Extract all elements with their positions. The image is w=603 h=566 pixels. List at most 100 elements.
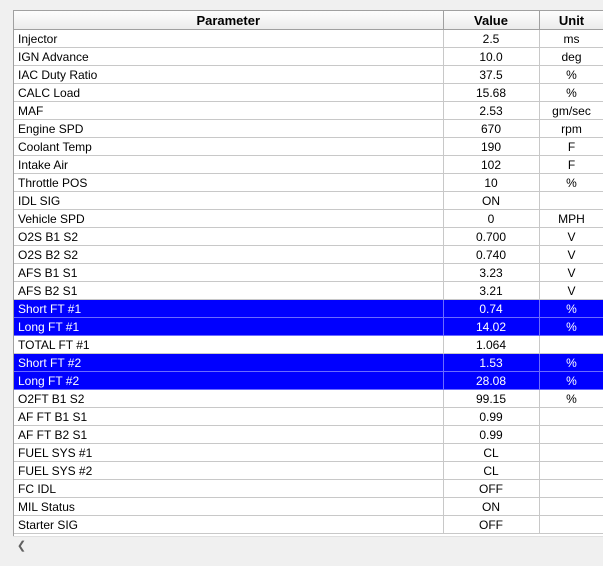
cell-unit	[539, 191, 603, 210]
cell-parameter: CALC Load	[14, 83, 444, 102]
table-row[interactable]: Short FT #1 0.74%	[14, 299, 603, 318]
cell-value: 99.15	[443, 389, 540, 408]
cell-parameter: FC IDL	[14, 479, 444, 498]
cell-value: 0.99	[443, 407, 540, 426]
cell-value: 28.08	[443, 371, 540, 390]
cell-parameter: Engine SPD	[14, 119, 444, 138]
cell-value: 0.99	[443, 425, 540, 444]
cell-parameter: Injector	[14, 29, 444, 48]
parameter-grid[interactable]: Parameter Value Unit Injector 2.5 ms IGN Ad…	[13, 10, 603, 537]
table-row[interactable]: Throttle POS 10%	[14, 173, 603, 192]
cell-parameter: MAF	[14, 101, 444, 120]
cell-value: ON	[443, 497, 540, 516]
cell-value: 102	[443, 155, 540, 174]
cell-unit: %	[539, 173, 603, 192]
cell-parameter: IAC Duty Ratio	[14, 65, 444, 84]
table-row[interactable]: AFS B2 S1 3.21 V	[14, 281, 603, 300]
cell-value: CL	[443, 461, 540, 480]
cell-unit	[539, 407, 603, 426]
table-row[interactable]: Coolant Temp 190 F	[14, 137, 603, 156]
cell-unit: %	[539, 389, 603, 408]
cell-value: 15.68	[443, 83, 540, 102]
table-row[interactable]: Injector 2.5 ms	[14, 29, 603, 48]
cell-unit	[539, 443, 603, 462]
cell-parameter: AF FT B1 S1	[14, 407, 444, 426]
cell-parameter: TOTAL FT #1	[14, 335, 444, 354]
cell-parameter: IGN Advance	[14, 47, 444, 66]
cell-unit: %	[539, 371, 603, 390]
cell-unit: V	[539, 227, 603, 246]
chevron-left-icon[interactable]: ❮	[16, 540, 27, 552]
column-header-value[interactable]: Value	[443, 11, 540, 30]
cell-parameter: Long FT #1	[14, 317, 444, 336]
cell-unit: %	[539, 317, 603, 336]
table-row[interactable]: MIL Status ON	[14, 497, 603, 516]
table-row[interactable]: AF FT B2 S1 0.99	[14, 425, 603, 444]
cell-parameter: FUEL SYS #1	[14, 443, 444, 462]
window-bottom	[0, 553, 603, 566]
cell-value: 2.5	[443, 29, 540, 48]
cell-unit: %	[539, 299, 603, 318]
cell-unit	[539, 479, 603, 498]
cell-parameter: Starter SIG	[14, 515, 444, 534]
table-row[interactable]: Long FT #1 14.02%	[14, 317, 603, 336]
cell-unit: %	[539, 83, 603, 102]
table-row[interactable]: O2S B1 S2 0.700 V	[14, 227, 603, 246]
cell-parameter: IDL SIG	[14, 191, 444, 210]
cell-parameter: AF FT B2 S1	[14, 425, 444, 444]
table-row[interactable]: IGN Advance 10.0 deg	[14, 47, 603, 66]
cell-value: CL	[443, 443, 540, 462]
table-row[interactable]: Intake Air 102 F	[14, 155, 603, 174]
cell-value: 1.53	[443, 353, 540, 372]
cell-parameter: O2S B2 S2	[14, 245, 444, 264]
cell-value: 10	[443, 173, 540, 192]
parameter-table: Parameter Value Unit Injector 2.5 ms IGN Ad…	[14, 11, 603, 534]
table-row[interactable]: FUEL SYS #1 CL	[14, 443, 603, 462]
table-row[interactable]: IAC Duty Ratio 37.5%	[14, 65, 603, 84]
cell-value: ON	[443, 191, 540, 210]
cell-value: 0	[443, 209, 540, 228]
cell-unit: %	[539, 65, 603, 84]
cell-unit: V	[539, 281, 603, 300]
table-row[interactable]: Long FT #2 28.08%	[14, 371, 603, 390]
cell-value: 0.740	[443, 245, 540, 264]
table-row[interactable]: Engine SPD 670 rpm	[14, 119, 603, 138]
table-row[interactable]: O2S B2 S2 0.740 V	[14, 245, 603, 264]
cell-value: 2.53	[443, 101, 540, 120]
table-row[interactable]: IDL SIG ON	[14, 191, 603, 210]
table-row[interactable]: TOTAL FT #1 1.064	[14, 335, 603, 354]
cell-unit: ms	[539, 29, 603, 48]
cell-unit: gm/sec	[539, 101, 603, 120]
table-row[interactable]: O2FT B1 S2 99.15%	[14, 389, 603, 408]
table-row[interactable]: FUEL SYS #2 CL	[14, 461, 603, 480]
cell-parameter: Short FT #1	[14, 299, 444, 318]
cell-unit	[539, 425, 603, 444]
cell-value: 190	[443, 137, 540, 156]
table-row[interactable]: MAF 2.53 gm/sec	[14, 101, 603, 120]
cell-value: 14.02	[443, 317, 540, 336]
table-row[interactable]: CALC Load 15.68%	[14, 83, 603, 102]
table-row[interactable]: FC IDL OFF	[14, 479, 603, 498]
column-header-parameter[interactable]: Parameter	[14, 11, 444, 30]
cell-value: 3.21	[443, 281, 540, 300]
cell-parameter: Vehicle SPD	[14, 209, 444, 228]
table-row[interactable]: Starter SIG OFF	[14, 515, 603, 534]
table-row[interactable]: AFS B1 S1 3.23 V	[14, 263, 603, 282]
cell-parameter: Long FT #2	[14, 371, 444, 390]
column-header-unit[interactable]: Unit	[539, 11, 603, 30]
cell-unit: MPH	[539, 209, 603, 228]
cell-unit	[539, 515, 603, 534]
cell-value: 10.0	[443, 47, 540, 66]
table-row[interactable]: Short FT #2 1.53%	[14, 353, 603, 372]
cell-unit	[539, 335, 603, 354]
cell-value: 0.700	[443, 227, 540, 246]
cell-parameter: Throttle POS	[14, 173, 444, 192]
table-body: Injector 2.5 ms IGN Advance 10.0 deg IAC Duty …	[14, 29, 603, 534]
cell-unit	[539, 461, 603, 480]
table-row[interactable]: AF FT B1 S1 0.99	[14, 407, 603, 426]
cell-parameter: O2FT B1 S2	[14, 389, 444, 408]
cell-unit: F	[539, 137, 603, 156]
table-row[interactable]: Vehicle SPD 0 MPH	[14, 209, 603, 228]
horizontal-scrollbar[interactable]: ❮	[13, 536, 603, 554]
cell-value: 0.74	[443, 299, 540, 318]
